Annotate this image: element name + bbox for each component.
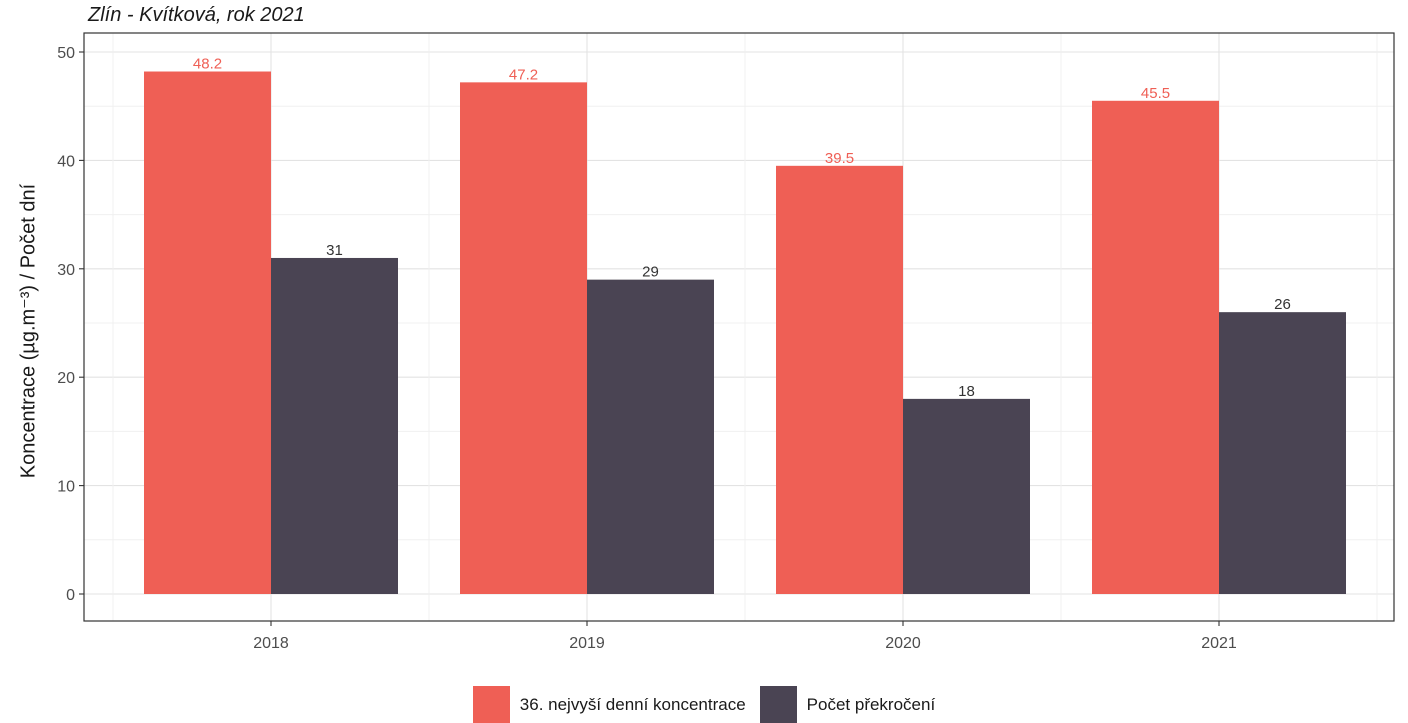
bar-concentration-2021 — [1092, 100, 1219, 594]
data-label-exceedances-2020: 18 — [958, 383, 975, 400]
legend-item-concentration: 36. nejvyší denní koncentrace — [472, 686, 746, 723]
data-label-exceedances-2018: 31 — [326, 242, 343, 259]
plot-border — [83, 32, 1395, 622]
data-label-concentration-2018: 48.2 — [193, 56, 222, 73]
bar-concentration-2019 — [460, 82, 587, 595]
bars — [144, 71, 1346, 595]
y-tick-label: 0 — [66, 587, 75, 604]
bar-concentration-2018 — [144, 71, 271, 594]
bar-exceedances-2020 — [903, 398, 1030, 594]
bar-chart: 48.2 31 47.2 29 39.5 18 45.5 26 0 10 20 30 40 50 2018… — [57, 32, 1395, 652]
data-labels: 48.2 31 47.2 29 39.5 18 45.5 26 — [193, 56, 1291, 400]
x-tick-label: 2021 — [1201, 635, 1237, 652]
legend: 36. nejvyší denní koncentrace Počet přek… — [0, 686, 1408, 723]
data-label-exceedances-2021: 26 — [1274, 296, 1291, 313]
legend-swatch-concentration — [472, 686, 510, 723]
bar-exceedances-2021 — [1219, 312, 1346, 594]
y-tick-label: 20 — [57, 370, 75, 387]
y-tick-label: 30 — [57, 262, 75, 279]
data-label-exceedances-2019: 29 — [642, 264, 659, 281]
data-label-concentration-2021: 45.5 — [1141, 85, 1170, 102]
chart-title: Zlín - Kvítková, rok 2021 — [88, 4, 305, 26]
legend-item-exceedances: Počet překročení — [759, 686, 936, 723]
x-tick-label: 2018 — [253, 635, 289, 652]
x-tick-label: 2019 — [569, 635, 605, 652]
bar-exceedances-2019 — [587, 279, 714, 594]
y-tick-label: 40 — [57, 153, 75, 170]
y-tick-label: 10 — [57, 479, 75, 496]
legend-label-concentration: 36. nejvyší denní koncentrace — [519, 694, 746, 714]
axes: 0 10 20 30 40 50 2018 2019 2020 2021 — [57, 45, 1237, 652]
x-tick-label: 2020 — [885, 635, 921, 652]
data-label-concentration-2019: 47.2 — [509, 66, 538, 83]
data-label-concentration-2020: 39.5 — [825, 150, 854, 167]
legend-label-exceedances: Počet překročení — [806, 694, 936, 714]
bar-concentration-2020 — [776, 165, 903, 594]
y-tick-label: 50 — [57, 45, 75, 62]
legend-swatch-exceedances — [759, 686, 797, 723]
bar-exceedances-2018 — [271, 257, 398, 594]
